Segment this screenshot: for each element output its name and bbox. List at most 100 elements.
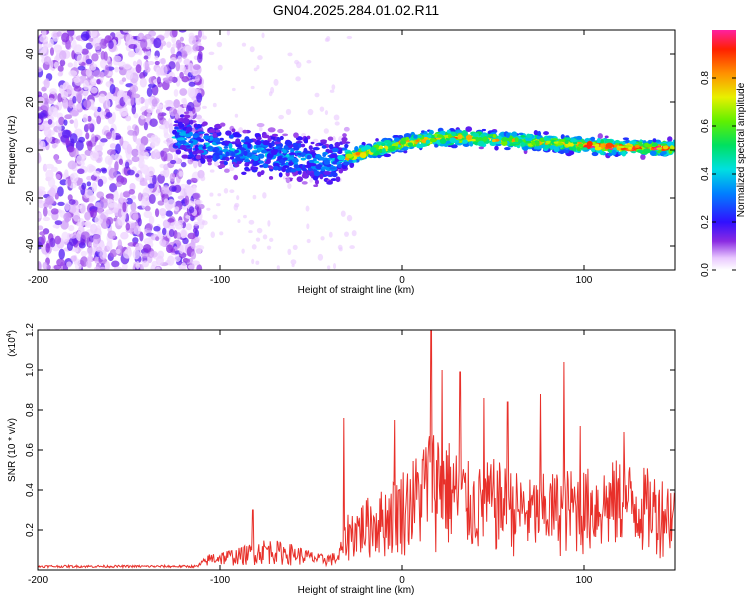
spectrogram-blob [192,158,198,169]
spectrogram-blob [140,38,148,50]
spectrogram-blob [635,145,640,148]
spectrogram-blob [253,67,258,72]
spectrogram-blob [193,80,202,86]
spectrogram-blob [306,154,312,160]
spectrogram-blob [423,143,428,147]
spectrogram-blob [51,143,57,149]
spectrogram-blob [186,126,193,133]
spectrogram-blob [143,151,150,160]
spectrogram-blob [426,134,432,138]
spectrogram-blob [88,165,96,172]
spectrogram-blob [130,222,137,229]
spectrogram-blob [142,187,150,198]
spectrogram-blob [67,145,75,153]
spectrogram-blob [512,141,520,145]
spectrogram-blob [49,88,57,95]
spectrogram-blob [421,138,428,143]
spectrogram-blob [172,43,177,48]
spectrogram-blob [112,95,118,102]
spectrogram-blob [107,230,117,240]
spectrogram-blob [491,139,496,143]
spectrogram-blob [472,132,480,138]
spectrogram-blob [54,192,59,200]
x-tick-label: 0 [399,575,405,586]
spectrogram-blob [43,78,50,89]
spectrogram-blob [494,143,502,147]
spectrogram-blob [177,121,183,127]
spectrogram-blob [97,206,104,214]
spectrogram-blob [111,111,116,123]
spectrogram-blob [131,86,136,98]
spectrogram-blob [81,182,87,190]
spectrogram-blob [41,234,46,245]
spectrogram-blob [127,50,136,58]
spectrogram-blob [47,209,53,216]
spectrogram-blob [320,166,328,170]
colorbar-gradient [712,30,736,270]
colorbar-tick-label: 0.4 [700,167,711,181]
spectrogram-blob [200,175,206,182]
spectrogram-blob [184,195,190,206]
spectrogram-blob [73,77,81,83]
spectrogram-blob [144,205,151,212]
spectrogram-blob [165,210,173,217]
spectrogram-blob [636,149,644,154]
spectrogram-blob [51,166,58,173]
spectrogram-blob [270,136,277,140]
spectrogram-blob [58,248,65,260]
spectrogram-blob [61,231,69,242]
spectrogram-blob [54,220,63,226]
spectrogram-blob [90,223,98,235]
spectrogram-blob [329,167,336,170]
spectrogram-blob [514,137,519,142]
spectrogram-blob [111,130,116,141]
spectrogram-blob [166,244,174,253]
spectrogram-blob [181,117,190,124]
spectrogram-blob [139,181,149,186]
spectrogram-blob [132,213,139,221]
spectrogram-blob [481,128,487,132]
spectrogram-blob [345,153,354,159]
spectrogram-blob [85,58,93,65]
spectrogram-blob [125,222,131,231]
spectrogram-blob [596,137,601,144]
spectrogram-blob [212,149,217,153]
spectrogram-blob [132,60,137,67]
spectrogram-blob [197,30,203,38]
spectrogram-blob [168,61,176,70]
spectrogram-blob [472,141,479,145]
spectrogram-blob [140,115,146,120]
spectrogram-blob [96,191,105,199]
spectrogram-blob [578,143,585,148]
spectrogram-blob [114,66,119,73]
spectrogram-blob [181,154,189,159]
spectrogram-blob [109,182,118,193]
spectrogram-blob [342,133,347,138]
spectrogram-blob [83,99,92,109]
spectrogram-blob [251,244,257,250]
spectrogram-blob [270,149,278,155]
spectrogram-blob [331,147,339,153]
spectrogram-blob [244,158,251,163]
spectrogram-blob [150,264,156,270]
spectrogram-blob [118,91,126,97]
spectrogram-blob [94,144,103,153]
spectrogram-blob [104,260,110,270]
spectrogram-blob [328,231,333,238]
spectrogram-blob [373,144,381,148]
spectrogram-blob [383,153,392,158]
spectrogram-blob [208,51,215,56]
spectrogram-blob [91,182,98,193]
spectrogram-blob [244,136,250,142]
spectrogram-blob [649,150,657,156]
spectrogram-blob [120,177,128,186]
spectrogram-blob [543,131,549,136]
snr-plot: -200 -100 0 100 0.2 0.4 0.6 0.8 1.0 1.2 Height o… [6,323,676,596]
spectrogram-blob [522,145,529,151]
spectrogram-blob [300,157,307,161]
spectrogram-blob [584,138,590,143]
spectrogram-blob [192,192,201,200]
spectrogram-blob [113,266,123,270]
spectrogram-blob [228,143,233,149]
